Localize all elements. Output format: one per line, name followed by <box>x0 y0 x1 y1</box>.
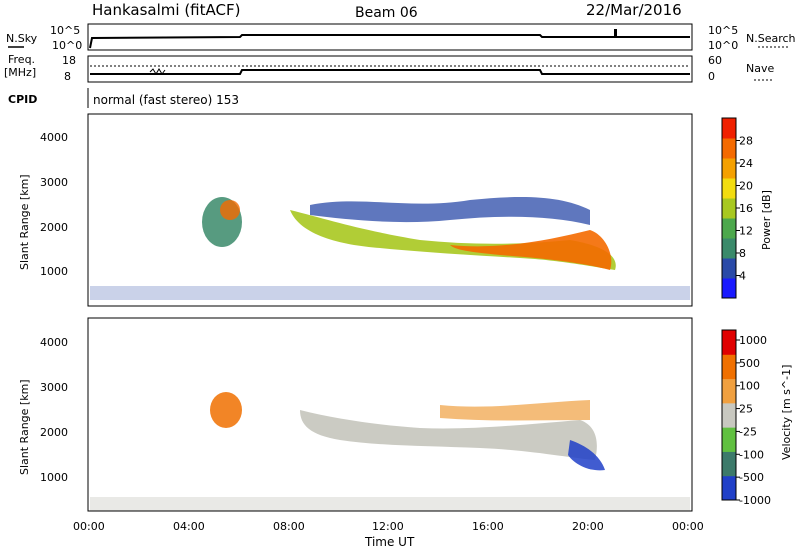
xtick-12: 12:00 <box>372 520 404 533</box>
power-colorbar-label: Power [dB] <box>760 190 773 250</box>
power-cbar-ticks-label-6: 28 <box>739 135 753 148</box>
vel-cbar-ticks-label-3: 25 <box>739 403 753 416</box>
velocity-colorbar <box>721 329 737 501</box>
velocity-positive-echo <box>568 440 605 471</box>
power-ylabel: Slant Range [km] <box>18 174 31 270</box>
velocity-ytick-1000: 1000 <box>40 471 68 484</box>
freq-right-tick-bottom: 0 <box>708 70 715 83</box>
velocity-colorbar-ticks: 1000 500 100 25 -25 -100 -500 -1000 <box>736 334 771 507</box>
vel-cbar-swatch-0 <box>722 475 736 501</box>
power-ytick-4000: 4000 <box>40 131 68 144</box>
velocity-early-blob <box>210 392 242 428</box>
vel-cbar-ticks-label-5: -100 <box>739 448 764 461</box>
sky-spike <box>614 29 617 36</box>
freq-left-tick-top: 18 <box>62 54 76 67</box>
vel-cbar-swatch-1 <box>722 451 736 477</box>
cpid-value: normal (fast stereo) 153 <box>93 93 239 107</box>
power-cbar-swatch-8 <box>722 118 736 139</box>
sky-right-tick-bottom: 10^0 <box>708 39 738 52</box>
power-cbar-ticks-label-2: 12 <box>739 225 753 238</box>
velocity-negative-band <box>440 400 590 421</box>
velocity-ytick-4000: 4000 <box>40 336 68 349</box>
xtick-04: 04:00 <box>173 520 205 533</box>
power-strong-echoes <box>450 230 612 270</box>
vel-cbar-frame <box>721 329 737 501</box>
vel-cbar-ticks-label-1: 500 <box>739 357 760 370</box>
power-upper-band <box>310 197 590 225</box>
velocity-ground-clutter <box>90 497 690 511</box>
sky-left-label: N.Sky <box>6 32 38 45</box>
sky-right-label: N.Search <box>746 32 796 45</box>
vel-cbar-ticks-label-2: 100 <box>739 380 760 393</box>
vel-cbar-ticks-label-4: -25 <box>739 425 757 438</box>
power-cbar-ticks-label-3: 16 <box>739 202 753 215</box>
power-ytick-1000: 1000 <box>40 265 68 278</box>
xtick-00: 00:00 <box>73 520 105 533</box>
xaxis-label: Time UT <box>364 535 415 549</box>
velocity-panel-frame <box>87 317 693 512</box>
power-cbar-ticks-label-0: 4 <box>739 270 746 283</box>
power-cbar-swatch-0 <box>722 278 736 299</box>
velocity-ylabel: Slant Range [km] <box>18 379 31 475</box>
vel-cbar-swatch-5 <box>722 354 736 380</box>
station-title: Hankasalmi (fitACF) <box>92 1 240 19</box>
date-title: 22/Mar/2016 <box>586 1 682 19</box>
sky-right-tick-top: 10^5 <box>708 24 738 37</box>
sky-left-tick-top: 10^5 <box>50 24 80 37</box>
xtick-08: 08:00 <box>273 520 305 533</box>
time-axis: 00:00 04:00 08:00 12:00 16:00 20:00 00:0… <box>73 520 704 533</box>
velocity-main-band <box>300 410 597 460</box>
freq-label-1: Freq. <box>8 53 35 66</box>
vel-cbar-ticks-label-7: -1000 <box>739 494 771 507</box>
vel-cbar-swatch-4 <box>722 378 736 404</box>
power-heatmap <box>90 197 690 300</box>
velocity-yaxis: 1000 2000 3000 4000 <box>40 336 68 484</box>
sky-trace <box>89 34 690 49</box>
vel-cbar-swatch-6 <box>722 330 736 355</box>
power-colorbar-ticks: 4 8 12 16 20 24 28 <box>736 135 753 283</box>
velocity-ytick-2000: 2000 <box>40 426 68 439</box>
vel-cbar-swatch-2 <box>722 427 736 452</box>
vel-cbar-swatch-3 <box>722 402 736 428</box>
power-cbar-swatch-4 <box>722 198 736 219</box>
vel-cbar-ticks-label-6: -500 <box>739 471 764 484</box>
freq-trace <box>90 69 690 75</box>
sky-panel-frame <box>87 23 693 51</box>
power-cbar-swatch-5 <box>722 178 736 199</box>
freq-panel-frame <box>87 55 693 83</box>
power-colorbar <box>721 117 737 299</box>
power-ytick-2000: 2000 <box>40 221 68 234</box>
power-ground-clutter <box>90 286 690 300</box>
velocity-colorbar-label: Velocity [m s^-1] <box>780 365 793 460</box>
freq-jitter <box>149 68 166 75</box>
velocity-heatmap <box>90 392 690 511</box>
power-cbar-ticks-label-1: 8 <box>739 247 746 260</box>
power-panel-frame <box>87 113 693 307</box>
xtick-24: 00:00 <box>672 520 704 533</box>
power-early-core <box>220 200 240 220</box>
beam-title: Beam 06 <box>355 5 418 21</box>
vel-cbar-ticks-label-0: 1000 <box>739 334 767 347</box>
xtick-16: 16:00 <box>472 520 504 533</box>
cpid-label: CPID <box>8 93 37 106</box>
power-cbar-swatch-3 <box>722 218 736 239</box>
power-cbar-ticks-label-4: 20 <box>739 180 753 193</box>
power-ytick-3000: 3000 <box>40 176 68 189</box>
power-cbar-swatch-2 <box>722 238 736 259</box>
freq-left-tick-bottom: 8 <box>64 70 71 83</box>
power-yaxis: 1000 2000 3000 4000 <box>40 131 68 278</box>
xtick-20: 20:00 <box>572 520 604 533</box>
sky-left-tick-bottom: 10^0 <box>52 39 82 52</box>
power-cbar-swatch-1 <box>722 258 736 279</box>
freq-label-2: [MHz] <box>4 66 36 79</box>
nave-label: Nave <box>746 62 774 75</box>
freq-right-tick-top: 60 <box>708 54 722 67</box>
power-cbar-ticks-label-5: 24 <box>739 157 753 170</box>
power-cbar-swatch-6 <box>722 158 736 179</box>
power-cbar-swatch-7 <box>722 138 736 159</box>
velocity-ytick-3000: 3000 <box>40 381 68 394</box>
